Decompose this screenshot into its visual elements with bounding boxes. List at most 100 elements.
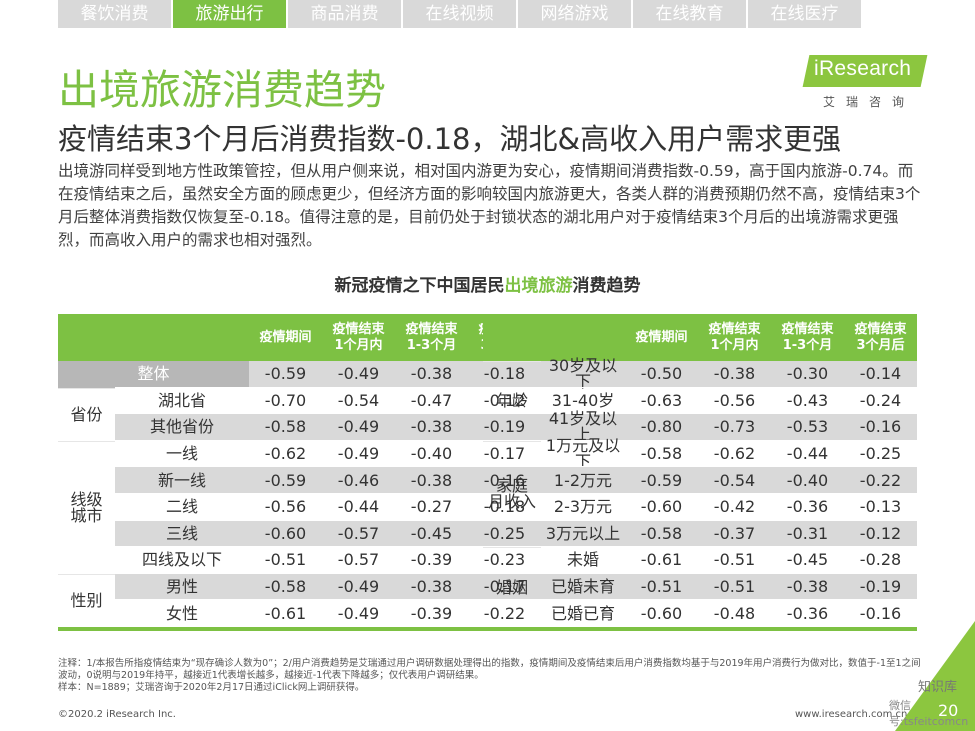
right-value-cell: -0.58 (640, 444, 683, 464)
left-value-cell: -0.70 (264, 390, 307, 410)
logo-subtext: 艾瑞咨询 (822, 95, 915, 109)
left-value-cell: -0.25 (468, 520, 541, 548)
right-value-cell: -0.22 (844, 467, 917, 494)
right-header-1: 疫情结束 1个月内 (698, 314, 771, 361)
right-value-cell: -0.28 (859, 550, 902, 570)
right-row-label: 1-2万元 (541, 467, 625, 494)
left-value-cell: -0.45 (395, 520, 468, 548)
left-group-label: 线级 城市 (58, 440, 115, 574)
left-value-cell: -0.54 (337, 390, 380, 410)
left-value-cell: -0.22 (483, 603, 526, 623)
row-separator (115, 413, 541, 415)
left-value-cell: -0.16 (468, 467, 541, 494)
left-value-cell: -0.39 (410, 550, 453, 570)
row-separator (541, 626, 917, 627)
section-tabs: 餐饮消费 旅游出行 商品消费 在线视频 网络游戏 在线教育 在线医疗 (58, 0, 863, 28)
page-title: 出境旅游消费趋势 (58, 66, 386, 114)
row-separator (115, 599, 541, 601)
left-row-label: 女性 (165, 603, 198, 623)
footnotes: 注释：1/本报告所指疫情结束为“现存确诊人数为0”；2/用户消费趋势是艾瑞通过用… (58, 658, 928, 694)
left-value-cell: -0.17 (483, 444, 526, 464)
left-row-label: 一线 (165, 444, 198, 464)
tab-6[interactable]: 在线医疗 (748, 0, 861, 28)
watermark-text: 知识库 (918, 680, 958, 695)
left-value-cell: -0.56 (264, 497, 307, 517)
right-value-cell: -0.60 (640, 497, 683, 517)
row-separator (115, 386, 541, 388)
left-value-cell: -0.19 (468, 414, 541, 441)
right-header-corner (483, 314, 625, 361)
tab-4[interactable]: 网络游戏 (518, 0, 631, 28)
right-value-cell: -0.59 (625, 467, 698, 494)
right-value-cell: -0.38 (698, 361, 771, 388)
table-title-highlight: 出境旅游 (504, 276, 573, 296)
right-value-cell: -0.14 (844, 361, 917, 388)
right-header-2: 疫情结束 1-3个月 (771, 314, 844, 361)
left-header-corner (58, 314, 249, 361)
right-header-3: 疫情结束 3个月后 (844, 314, 917, 361)
right-group-label: 年龄 (483, 361, 541, 441)
logo-text: iResearch (814, 57, 912, 80)
right-value-cell: -0.48 (713, 603, 756, 623)
website-url[interactable]: www.iresearch.com.cn (795, 709, 908, 720)
page-subtitle: 疫情结束3个月后消费指数-0.18，湖北&高收入用户需求更强 (58, 122, 842, 156)
left-row-label: 湖北省 (157, 390, 206, 410)
right-value-cell: -0.40 (771, 467, 844, 494)
left-value-cell: -0.23 (483, 550, 526, 570)
row-separator (541, 413, 917, 415)
left-header-2: 疫情结束 1-3个月 (395, 314, 468, 361)
right-value-cell: -0.62 (713, 444, 756, 464)
right-row-label: 已婚已育 (550, 603, 615, 623)
left-value-cell: -0.38 (395, 414, 468, 441)
row-separator (115, 519, 541, 521)
right-value-cell: -0.38 (771, 573, 844, 601)
iresearch-logo: iResearch 艾瑞咨询 (802, 52, 928, 112)
left-value-cell: -0.27 (410, 497, 453, 517)
row-separator (115, 466, 541, 468)
left-row-label: 整体 (58, 361, 249, 388)
row-separator (115, 439, 541, 441)
right-group-label: 婚姻 (483, 547, 541, 627)
right-value-cell: -0.45 (786, 550, 829, 570)
description-paragraph: 出境游同样受到地方性政策管控，但从用户侧来说，相对国内游更为安心，疫情期间消费指… (58, 162, 921, 249)
tab-1[interactable]: 旅游出行 (173, 0, 286, 28)
right-row-label: 1万元及以下 (545, 436, 621, 472)
left-row-label: 新一线 (115, 467, 249, 494)
footnote-1: 注释：1/本报告所指疫情结束为“现存确诊人数为0”；2/用户消费趋势是艾瑞通过用… (58, 658, 921, 681)
right-value-cell: -0.31 (771, 520, 844, 548)
right-value-cell: -0.54 (698, 467, 771, 494)
right-row-label: 30岁及以下 (541, 358, 625, 390)
right-value-cell: -0.63 (640, 390, 683, 410)
row-separator (541, 519, 917, 521)
row-separator (115, 493, 541, 494)
corner-decoration (895, 621, 975, 731)
right-value-cell: -0.56 (713, 390, 756, 410)
tab-2[interactable]: 商品消费 (288, 0, 401, 28)
left-value-cell: -0.39 (410, 603, 453, 623)
left-header-0: 疫情期间 (249, 314, 322, 361)
tab-0[interactable]: 餐饮消费 (58, 0, 171, 28)
tab-3[interactable]: 在线视频 (403, 0, 516, 28)
left-value-cell: -0.59 (249, 361, 322, 388)
right-value-cell: -0.42 (713, 497, 756, 517)
left-value-cell: -0.59 (249, 467, 322, 494)
right-value-cell: -0.19 (844, 573, 917, 601)
left-value-cell: -0.49 (337, 603, 380, 623)
right-header-0: 疫情期间 (625, 314, 698, 361)
watermark-subtext: 微信号:tsfeitcomcn (889, 699, 969, 728)
right-value-cell: -0.36 (786, 603, 829, 623)
left-value-cell: -0.49 (322, 573, 395, 601)
row-separator (541, 439, 917, 441)
row-separator (541, 386, 917, 388)
left-value-cell: -0.58 (249, 573, 322, 601)
left-row-label: 其他省份 (115, 414, 249, 441)
left-value-cell: -0.12 (483, 390, 526, 410)
tab-5[interactable]: 在线教育 (633, 0, 746, 28)
left-value-cell: -0.58 (249, 414, 322, 441)
table-title: 新冠疫情之下中国居民出境旅游消费趋势 (0, 271, 975, 296)
row-separator (541, 466, 917, 468)
left-value-cell: -0.57 (337, 550, 380, 570)
left-row-label: 二线 (165, 497, 198, 517)
right-row-label: 未婚 (566, 550, 599, 570)
row-separator (115, 546, 541, 548)
